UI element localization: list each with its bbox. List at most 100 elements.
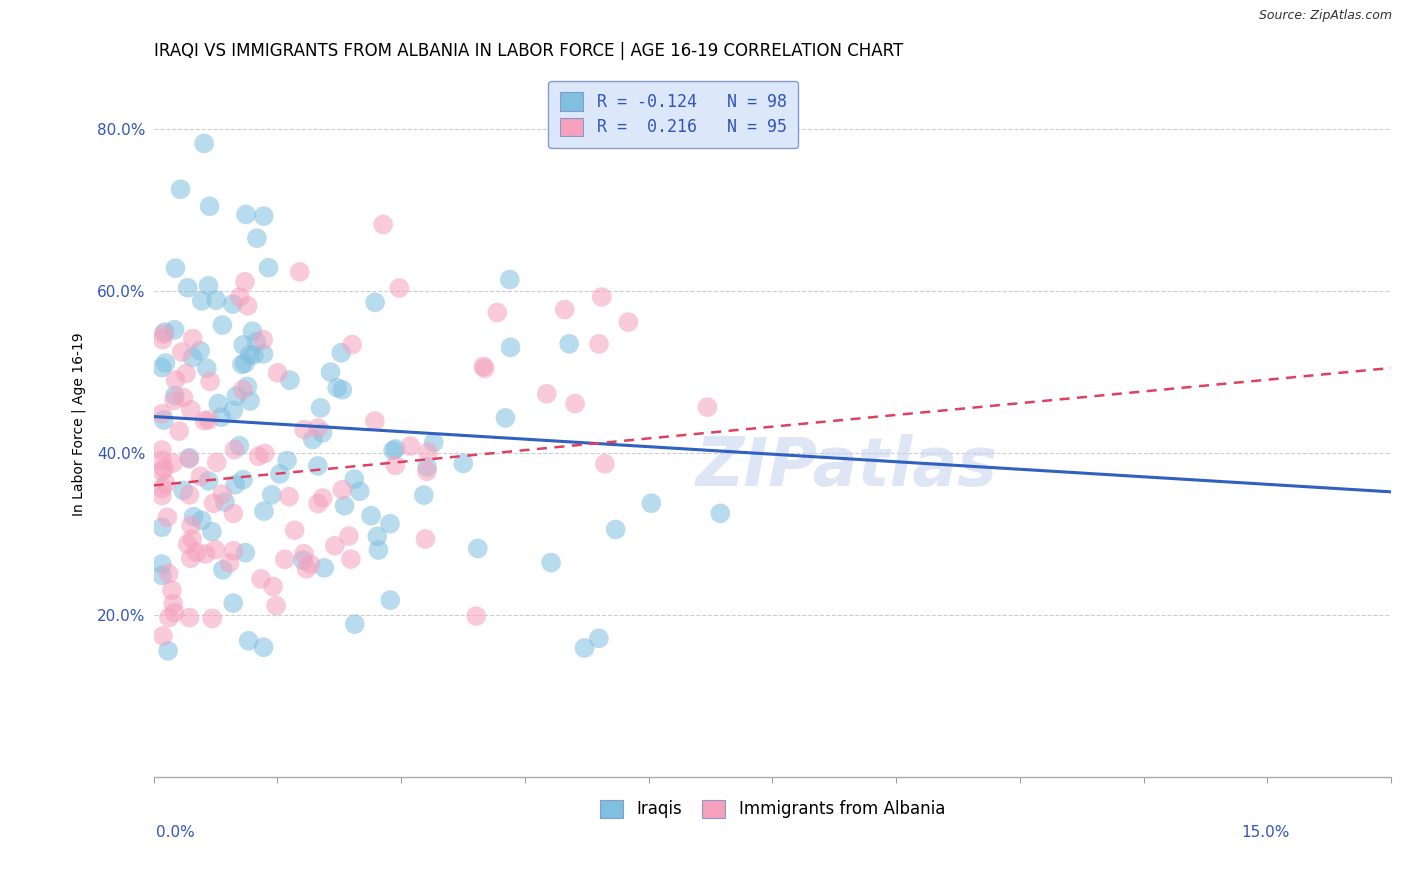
Point: [274, 552, 297, 566]
Point: [179, 488, 201, 502]
Point: [197, 474, 219, 488]
Point: [153, 461, 176, 475]
Point: [366, 529, 388, 543]
Point: [253, 209, 276, 223]
Point: [326, 381, 349, 395]
Text: 15.0%: 15.0%: [1241, 825, 1289, 840]
Text: 0.0%: 0.0%: [156, 825, 195, 840]
Point: [343, 472, 366, 486]
Point: [204, 542, 226, 557]
Point: [292, 423, 315, 437]
Point: [299, 558, 322, 572]
Point: [231, 357, 253, 371]
Point: [152, 629, 174, 643]
Point: [236, 379, 259, 393]
Point: [314, 561, 336, 575]
Point: [181, 532, 204, 546]
Point: [588, 337, 610, 351]
Point: [150, 520, 173, 534]
Point: [337, 529, 360, 543]
Point: [233, 275, 256, 289]
Point: [257, 260, 280, 275]
Point: [193, 136, 215, 151]
Point: [163, 606, 186, 620]
Point: [156, 510, 179, 524]
Point: [399, 439, 422, 453]
Point: [709, 507, 731, 521]
Point: [423, 435, 446, 450]
Point: [288, 265, 311, 279]
Point: [323, 539, 346, 553]
Point: [201, 611, 224, 625]
Point: [307, 458, 329, 473]
Point: [174, 367, 197, 381]
Point: [451, 457, 474, 471]
Point: [474, 361, 496, 376]
Point: [153, 325, 176, 339]
Point: [165, 373, 187, 387]
Point: [207, 397, 229, 411]
Point: [155, 476, 177, 491]
Point: [388, 281, 411, 295]
Point: [591, 290, 613, 304]
Point: [253, 446, 276, 460]
Point: [197, 278, 219, 293]
Point: [415, 532, 437, 546]
Point: [163, 388, 186, 402]
Point: [243, 348, 266, 362]
Point: [494, 411, 516, 425]
Point: [640, 496, 662, 510]
Point: [593, 457, 616, 471]
Point: [150, 489, 173, 503]
Point: [364, 295, 387, 310]
Point: [238, 633, 260, 648]
Point: [195, 361, 218, 376]
Point: [222, 297, 245, 311]
Point: [412, 488, 434, 502]
Point: [224, 477, 246, 491]
Point: [165, 261, 187, 276]
Point: [330, 383, 353, 397]
Point: [307, 421, 329, 435]
Point: [540, 556, 562, 570]
Point: [205, 293, 228, 308]
Point: [232, 338, 254, 352]
Point: [233, 356, 256, 370]
Point: [554, 302, 576, 317]
Point: [162, 597, 184, 611]
Point: [176, 537, 198, 551]
Point: [211, 487, 233, 501]
Point: [309, 401, 332, 415]
Text: IRAQI VS IMMIGRANTS FROM ALBANIA IN LABOR FORCE | AGE 16-19 CORRELATION CHART: IRAQI VS IMMIGRANTS FROM ALBANIA IN LABO…: [153, 42, 903, 60]
Point: [153, 413, 176, 427]
Point: [188, 343, 211, 358]
Point: [214, 495, 236, 509]
Point: [157, 610, 180, 624]
Point: [378, 516, 401, 531]
Point: [262, 580, 284, 594]
Point: [276, 453, 298, 467]
Point: [292, 553, 315, 567]
Point: [169, 182, 191, 196]
Point: [367, 543, 389, 558]
Point: [235, 546, 257, 560]
Point: [232, 473, 254, 487]
Point: [232, 383, 254, 397]
Point: [239, 348, 262, 362]
Point: [247, 450, 270, 464]
Point: [157, 566, 180, 581]
Point: [311, 425, 333, 440]
Point: [179, 610, 201, 624]
Point: [222, 507, 245, 521]
Point: [179, 450, 201, 465]
Point: [330, 345, 353, 359]
Point: [150, 464, 173, 478]
Point: [465, 609, 488, 624]
Point: [222, 403, 245, 417]
Point: [311, 491, 333, 505]
Point: [246, 231, 269, 245]
Text: Source: ZipAtlas.com: Source: ZipAtlas.com: [1258, 9, 1392, 22]
Point: [160, 583, 183, 598]
Point: [384, 442, 406, 456]
Point: [574, 640, 596, 655]
